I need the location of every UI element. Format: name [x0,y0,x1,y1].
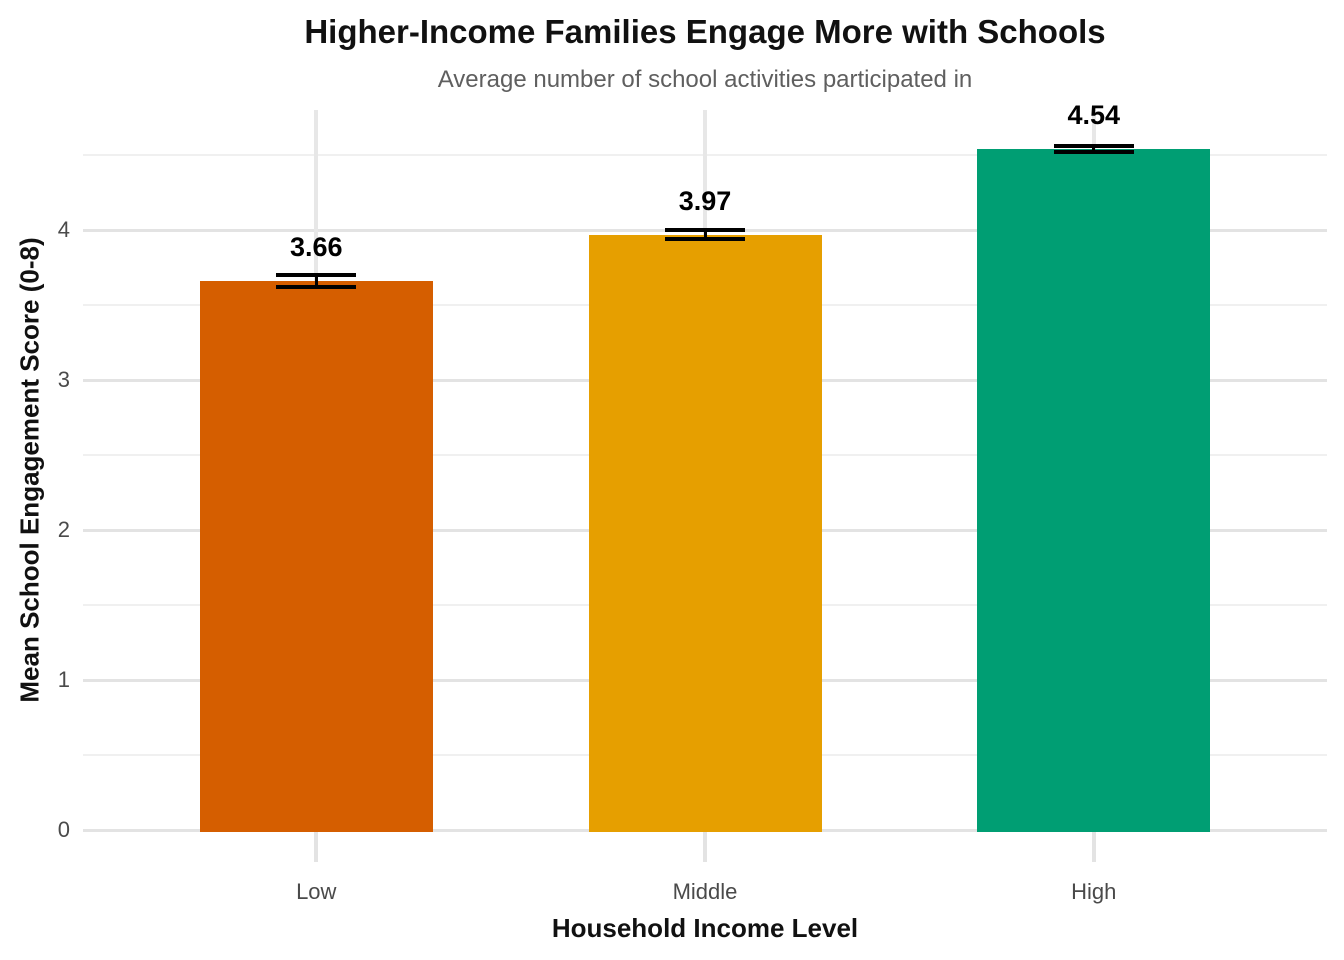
y-tick-label: 2 [57,517,70,542]
error-bar-cap-bottom [665,237,745,241]
x-tick-mark [314,832,319,862]
error-bar-line [314,275,318,287]
chart-subtitle: Average number of school activities part… [437,66,973,93]
chart-title: Higher-Income Families Engage More with … [304,13,1106,50]
bar-value-label: 3.97 [678,185,732,216]
x-tick-label-middle: Middle [672,879,738,904]
x-tick-label-low: Low [296,879,337,904]
x-tick-label-high: High [1071,879,1117,904]
y-axis-title: Mean School Engagement Score (0-8) [14,237,45,703]
error-bar-cap-bottom [276,285,357,289]
plot-panel: 3.66 3.97 4.54 [83,100,1327,832]
error-bar-cap-top [1053,144,1134,148]
y-tick-label: 0 [57,817,70,842]
bar-value-label: 4.54 [1067,100,1121,130]
bar-low [199,281,433,832]
bar-high [977,149,1211,832]
y-tick-label: 3 [57,367,70,392]
y-tick-label: 4 [57,217,70,242]
bar-value-label: 3.66 [289,232,343,262]
bar-middle [588,234,822,832]
x-tick-mark [703,832,707,862]
y-tick-label: 1 [57,667,70,692]
error-bar-line [703,230,707,239]
error-bar-cap-top [276,273,357,277]
x-tick-mark [1091,832,1096,862]
error-bar-line [1092,146,1096,152]
error-bar-cap-top [665,228,745,232]
x-axis-title: Household Income Level [551,913,859,943]
error-bar-cap-bottom [1053,150,1134,154]
